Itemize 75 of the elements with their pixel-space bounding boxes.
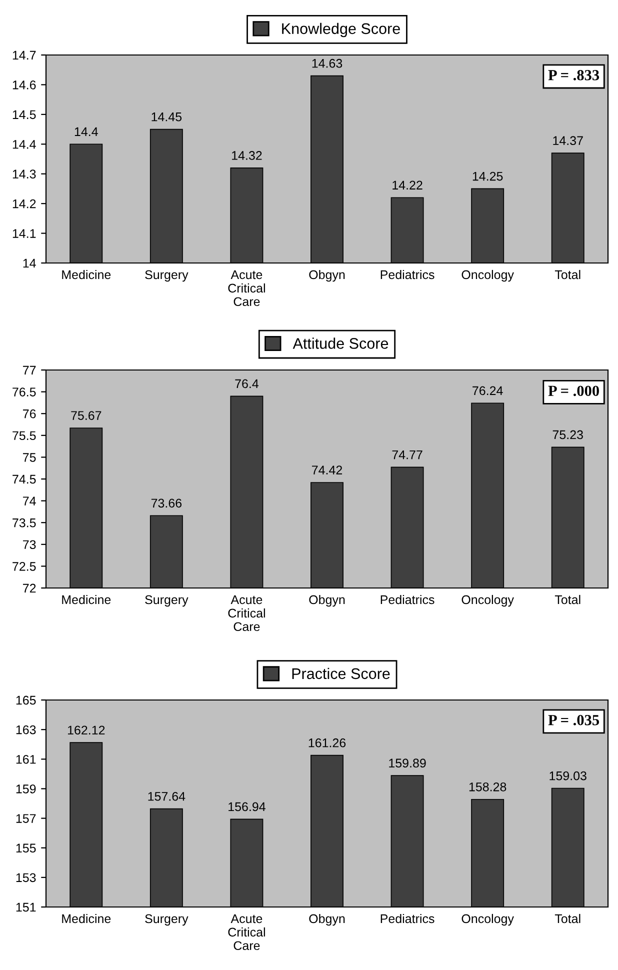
data-label: 14.22 <box>392 180 422 190</box>
y-tick-label: 14 <box>23 258 36 268</box>
x-tick-label: Acute Critical Care <box>228 595 265 632</box>
data-label: 73.66 <box>151 498 182 508</box>
x-tick-label: Obgyn <box>309 594 345 607</box>
y-tick-label: 155 <box>16 844 36 853</box>
legend-label: Attitude Score <box>292 338 388 349</box>
y-tick-label: 163 <box>16 725 36 734</box>
y-tick-label: 165 <box>16 696 36 705</box>
y-tick-label: 74 <box>23 496 36 506</box>
annotation: P = .833 <box>548 70 600 80</box>
data-label: 75.67 <box>71 411 102 420</box>
data-label: 74.42 <box>312 466 342 474</box>
legend-label: Knowledge Score <box>282 22 400 38</box>
data-label: 159.89 <box>389 758 426 768</box>
data-label: 14.32 <box>232 151 262 160</box>
x-tick-label: Oncology <box>462 914 514 926</box>
data-label: 14.4 <box>74 127 98 136</box>
data-label: 14.25 <box>472 172 503 181</box>
legend-label: Practice Score <box>292 668 390 680</box>
x-tick-label: Medicine <box>62 270 111 280</box>
y-tick-label: 74.5 <box>12 474 36 484</box>
y-tick-label: 73.5 <box>12 518 36 528</box>
annotation: P = .000 <box>548 386 599 396</box>
y-tick-label: 76.5 <box>12 388 36 396</box>
annotation: P = .035 <box>548 714 600 726</box>
x-tick-label: Oncology <box>462 270 514 282</box>
x-tick-label: Acute Critical Care <box>228 270 265 306</box>
x-tick-label: Acute Critical Care <box>228 914 265 950</box>
x-tick-label: Surgery <box>145 595 188 607</box>
y-tick-label: 14.7 <box>12 50 36 60</box>
y-tick-label: 151 <box>16 902 36 912</box>
y-tick-label: 14.5 <box>12 110 36 120</box>
data-label: 161.26 <box>308 738 346 748</box>
x-tick-label: Surgery <box>145 914 188 926</box>
y-tick-label: 75 <box>23 453 36 462</box>
x-tick-label: Pediatrics <box>380 594 434 604</box>
y-tick-label: 14.2 <box>12 199 36 208</box>
data-label: 156.94 <box>228 802 266 812</box>
y-tick-label: 75.5 <box>12 431 36 440</box>
x-tick-label: Total <box>554 594 580 604</box>
y-tick-label: 77 <box>23 366 36 375</box>
data-label: 14.63 <box>312 58 342 68</box>
data-label: 14.37 <box>553 136 583 146</box>
data-label: 157.64 <box>148 792 186 801</box>
x-tick-label: Total <box>554 914 580 924</box>
y-tick-label: 73 <box>23 540 36 550</box>
x-tick-label: Obgyn <box>309 914 345 926</box>
data-label: 158.28 <box>469 782 506 792</box>
data-label: 76.24 <box>472 386 503 396</box>
data-label: 74.77 <box>392 450 422 460</box>
x-tick-label: Pediatrics <box>380 914 434 924</box>
x-tick-label: Pediatrics <box>380 270 434 280</box>
y-tick-label: 14.4 <box>12 140 36 149</box>
data-label: 75.23 <box>552 430 583 440</box>
y-tick-label: 72 <box>23 584 36 593</box>
y-tick-label: 161 <box>16 754 36 764</box>
x-tick-label: Oncology <box>462 594 514 607</box>
y-tick-label: 76 <box>23 409 36 418</box>
x-tick-label: Surgery <box>145 270 188 282</box>
y-tick-label: 14.3 <box>12 170 36 179</box>
x-tick-label: Medicine <box>62 914 111 924</box>
data-label: 159.03 <box>550 771 586 780</box>
y-tick-label: 157 <box>16 814 36 823</box>
data-label: 162.12 <box>68 726 105 735</box>
y-tick-label: 72.5 <box>12 562 36 571</box>
data-label: 14.45 <box>152 112 182 122</box>
y-tick-label: 14.1 <box>12 229 36 238</box>
data-label: 76.4 <box>235 379 259 388</box>
y-tick-label: 153 <box>16 873 36 882</box>
x-tick-label: Total <box>554 270 580 280</box>
y-tick-label: 159 <box>16 784 36 794</box>
y-tick-label: 14.6 <box>12 80 36 90</box>
x-tick-label: Medicine <box>62 594 111 604</box>
x-tick-label: Obgyn <box>309 270 345 282</box>
